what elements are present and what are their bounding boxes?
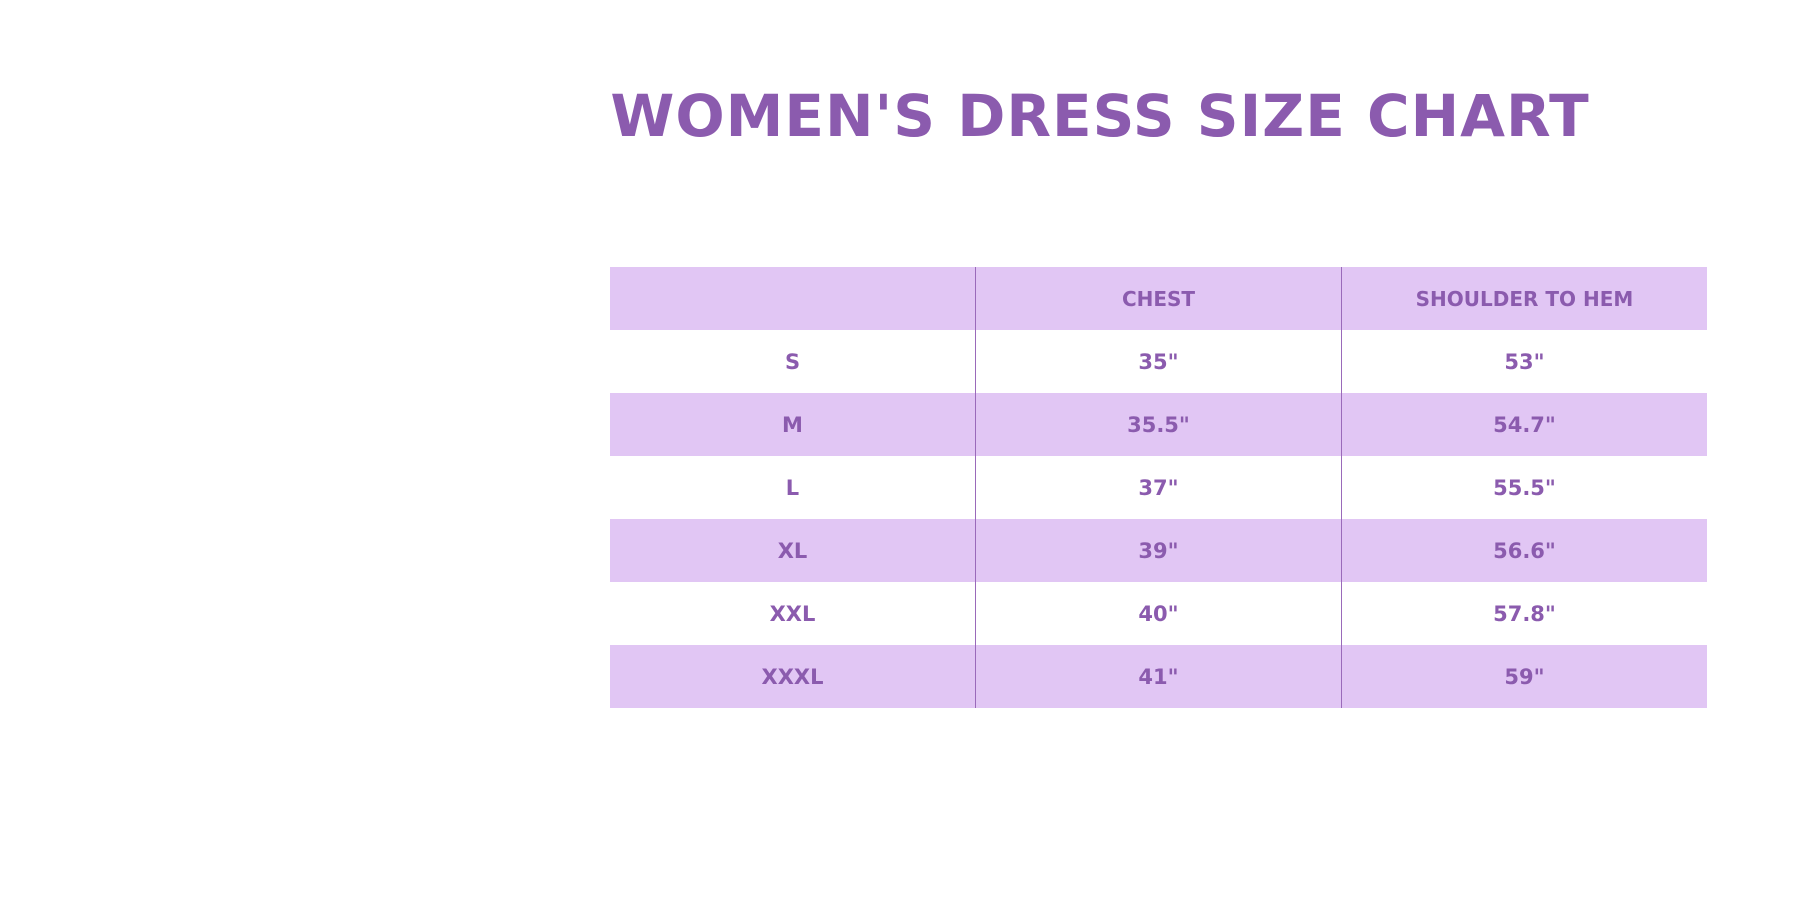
shoulder-to-hem-cell: 53" bbox=[1341, 330, 1707, 393]
header-shoulder-to-hem: SHOULDER TO HEM bbox=[1341, 267, 1707, 330]
shoulder-to-hem-cell: 56.6" bbox=[1341, 519, 1707, 582]
size-table: CHEST SHOULDER TO HEM S 35" 53" M 35.5" 54.7"… bbox=[610, 267, 1707, 708]
size-cell: M bbox=[782, 412, 803, 437]
header-size bbox=[610, 267, 975, 330]
table-row: XXL 40" 57.8" bbox=[610, 582, 1707, 645]
shoulder-to-hem-cell: 57.8" bbox=[1341, 582, 1707, 645]
shoulder-to-hem-cell: 55.5" bbox=[1341, 456, 1707, 519]
table-row: L 37" 55.5" bbox=[610, 456, 1707, 519]
chest-cell: 35.5" bbox=[975, 393, 1341, 456]
chest-cell: 37" bbox=[975, 456, 1341, 519]
size-cell: L bbox=[785, 475, 800, 500]
table-row: XXXL 41" 59" bbox=[610, 645, 1707, 708]
chest-cell: 39" bbox=[975, 519, 1341, 582]
chest-cell: 41" bbox=[975, 645, 1341, 708]
table-header-row: CHEST SHOULDER TO HEM bbox=[610, 267, 1707, 330]
shoulder-to-hem-cell: 54.7" bbox=[1341, 393, 1707, 456]
shoulder-to-hem-cell: 59" bbox=[1341, 645, 1707, 708]
table-row: M 35.5" 54.7" bbox=[610, 393, 1707, 456]
table-row: S 35" 53" bbox=[610, 330, 1707, 393]
size-cell: S bbox=[784, 349, 801, 374]
page-title: WOMEN'S DRESS SIZE CHART bbox=[610, 82, 1590, 150]
chest-cell: 40" bbox=[975, 582, 1341, 645]
size-cell: XXXL bbox=[761, 664, 824, 689]
table-row: XL 39" 56.6" bbox=[610, 519, 1707, 582]
header-chest: CHEST bbox=[975, 267, 1341, 330]
size-cell: XXL bbox=[769, 601, 816, 626]
size-cell: XL bbox=[777, 538, 808, 563]
chest-cell: 35" bbox=[975, 330, 1341, 393]
